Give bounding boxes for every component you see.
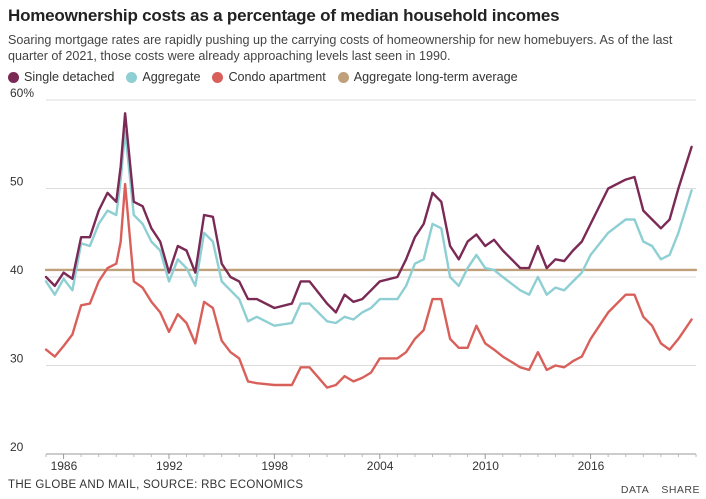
x-tick-label: 2004 (367, 459, 394, 473)
chart-subtitle: Soaring mortgage rates are rapidly pushi… (8, 33, 673, 63)
chart-legend: Single detached Aggregate Condo apartmen… (8, 70, 518, 84)
data-link[interactable]: DATA (620, 484, 650, 496)
legend-swatch-single-detached (8, 71, 19, 83)
x-tick-label: 1992 (156, 459, 183, 473)
share-link[interactable]: SHARE (661, 484, 700, 496)
footer-actions: DATA SHARE (621, 484, 700, 496)
y-tick-label: 50 (10, 175, 24, 189)
chart-title: Homeownership costs as a percentage of m… (8, 6, 560, 25)
y-tick-label: 40 (10, 263, 24, 277)
legend-item-aggregate: Aggregate (126, 70, 200, 84)
legend-item-long-term-average: Aggregate long-term average (337, 70, 518, 84)
legend-label-long-term-average: Aggregate long-term average (353, 70, 518, 84)
legend-item-single-detached: Single detached (8, 70, 114, 84)
series-line-single-detached (44, 112, 693, 314)
y-tick-label: 20 (10, 440, 24, 454)
legend-swatch-long-term-average (337, 71, 349, 83)
series-line-condo-apartment (44, 182, 693, 389)
legend-swatch-aggregate (126, 71, 138, 83)
legend-label-aggregate: Aggregate (142, 70, 201, 84)
legend-item-condo-apartment: Condo apartment (212, 70, 326, 84)
source-credit: THE GLOBE AND MAIL, SOURCE: RBC ECONOMIC… (8, 479, 304, 491)
series-line-aggregate (44, 129, 693, 327)
legend-label-condo-apartment: Condo apartment (228, 70, 326, 84)
legend-swatch-condo-apartment (212, 71, 224, 83)
x-tick-label: 1986 (51, 459, 78, 473)
y-tick-label: 30 (10, 352, 24, 366)
x-tick-label: 1998 (261, 459, 288, 473)
x-tick-label: 2010 (472, 459, 499, 473)
x-tick-label: 2016 (578, 459, 605, 473)
y-tick-label: 60% (10, 86, 34, 100)
legend-label-single-detached: Single detached (24, 70, 115, 84)
